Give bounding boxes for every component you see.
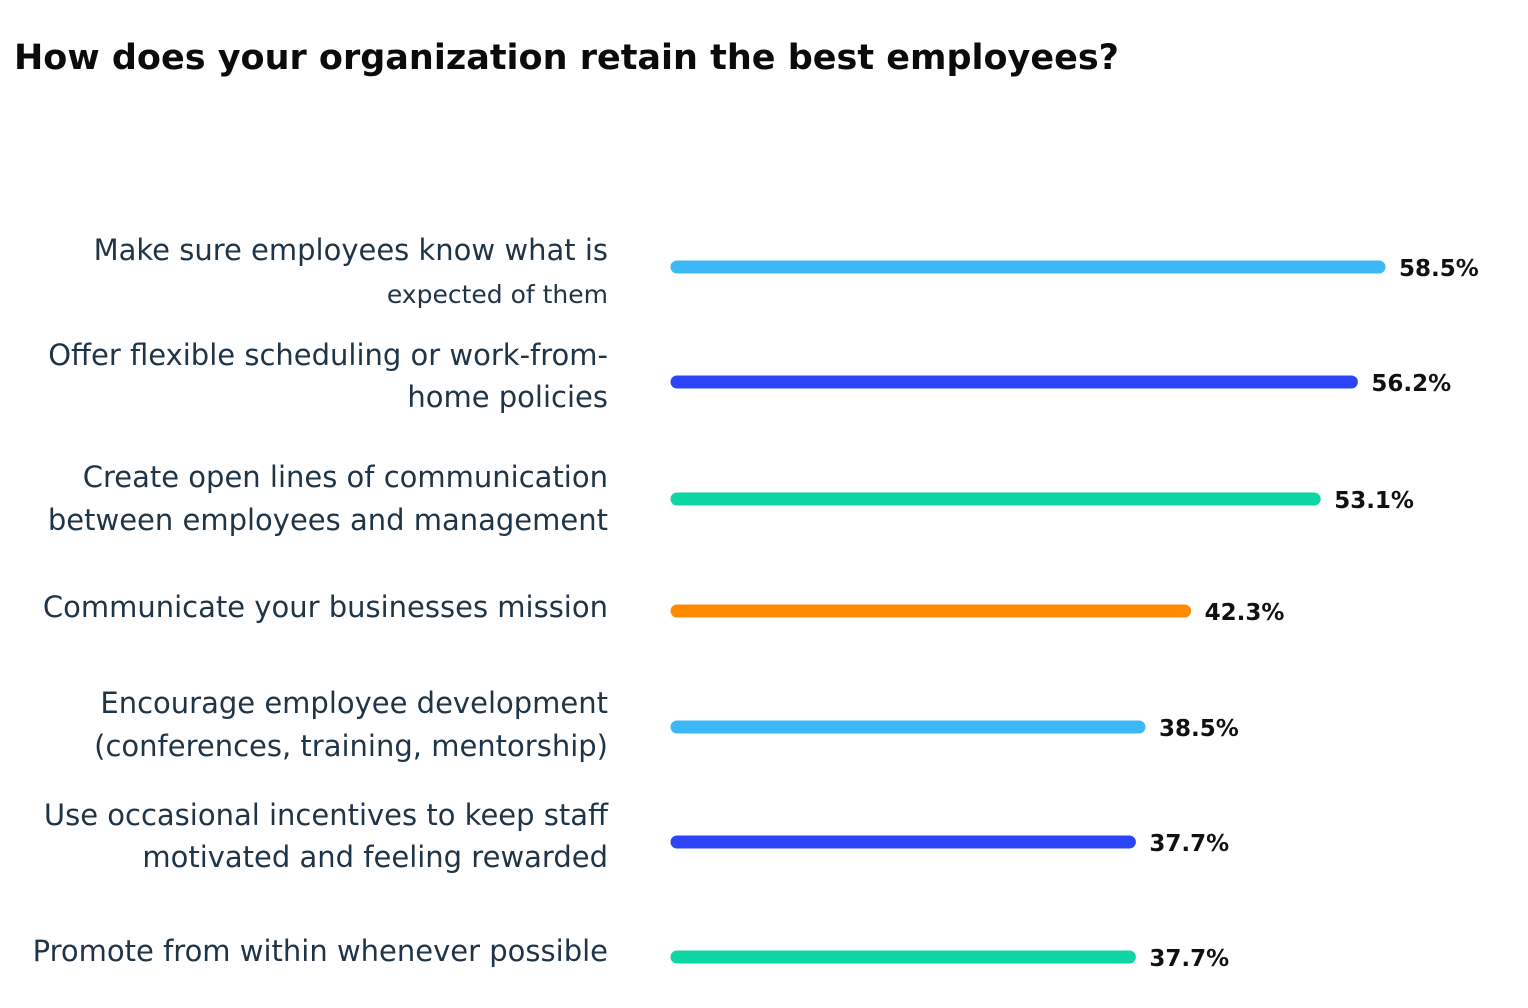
category-label-2-line-2: home policies bbox=[407, 380, 608, 414]
value-label-6: 37.7% bbox=[1149, 831, 1229, 857]
category-label-5-line-2: (conferences, training, mentorship) bbox=[94, 729, 608, 763]
category-label-2-line-1: Offer flexible scheduling or work-from- bbox=[48, 338, 608, 372]
value-label-5: 38.5% bbox=[1159, 716, 1239, 742]
category-label-7-line-1: Promote from within whenever possible bbox=[33, 934, 608, 968]
category-label-5-line-1: Encourage employee development bbox=[100, 686, 608, 720]
category-label-3-line-1: Create open lines of communication bbox=[83, 460, 608, 494]
value-label-2: 56.2% bbox=[1371, 371, 1451, 397]
category-label-1-line-2: expected of them bbox=[387, 280, 608, 309]
value-label-3: 53.1% bbox=[1334, 488, 1414, 514]
value-label-1: 58.5% bbox=[1399, 256, 1479, 282]
category-label-4-line-1: Communicate your businesses mission bbox=[43, 590, 608, 624]
chart-title: How does your organization retain the be… bbox=[14, 38, 1119, 78]
value-label-4: 42.3% bbox=[1205, 600, 1285, 626]
category-label-6-line-2: motivated and feeling rewarded bbox=[142, 840, 608, 874]
value-label-7: 37.7% bbox=[1149, 946, 1229, 972]
category-label-1-line-1: Make sure employees know what is bbox=[94, 233, 608, 267]
category-label-3-line-2: between employees and management bbox=[48, 503, 608, 537]
category-label-6-line-1: Use occasional incentives to keep staff bbox=[44, 798, 609, 832]
